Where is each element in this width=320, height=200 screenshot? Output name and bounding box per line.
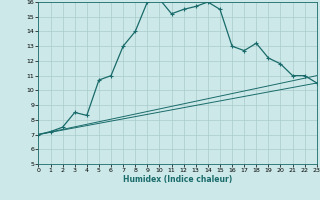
X-axis label: Humidex (Indice chaleur): Humidex (Indice chaleur) [123,175,232,184]
